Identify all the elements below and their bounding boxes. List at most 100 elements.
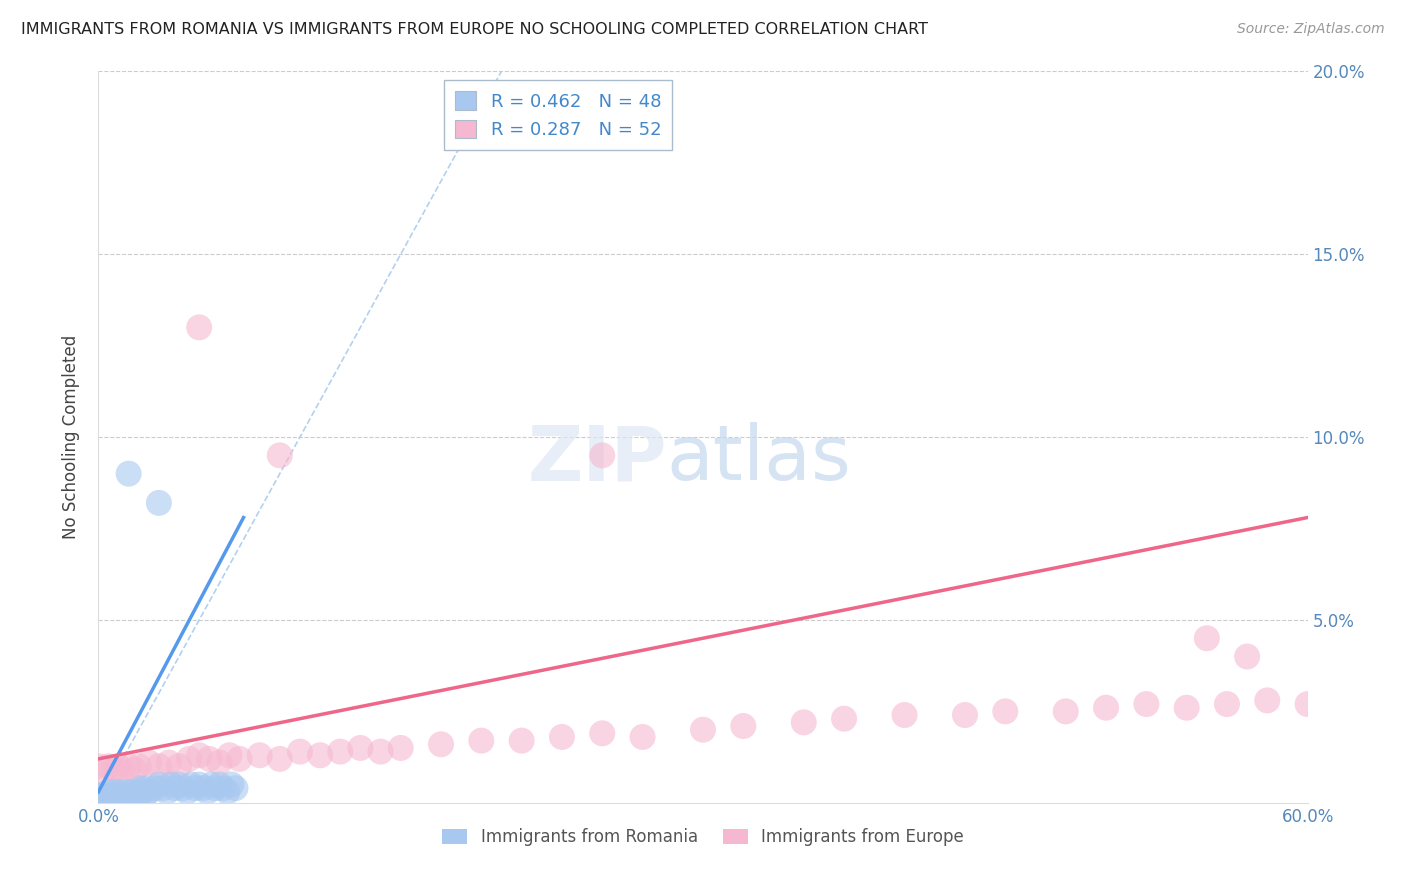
Point [430, 737, 453, 751]
Point [953, 708, 976, 723]
Point [148, 778, 170, 792]
Point [221, 778, 243, 792]
Point [269, 448, 291, 462]
Point [208, 778, 231, 792]
Point [793, 715, 815, 730]
Point [1195, 632, 1218, 646]
Point [832, 712, 855, 726]
Point [551, 730, 574, 744]
Text: Source: ZipAtlas.com: Source: ZipAtlas.com [1237, 22, 1385, 37]
Point [510, 733, 533, 747]
Point [1175, 700, 1198, 714]
Legend: Immigrants from Romania, Immigrants from Europe: Immigrants from Romania, Immigrants from… [436, 822, 970, 853]
Point [389, 740, 412, 755]
Point [163, 781, 186, 796]
Point [208, 756, 231, 770]
Point [692, 723, 714, 737]
Point [224, 781, 246, 796]
Point [132, 785, 155, 799]
Point [115, 785, 138, 799]
Point [1216, 697, 1239, 711]
Point [107, 759, 129, 773]
Point [91, 766, 114, 780]
Point [134, 789, 156, 803]
Point [188, 320, 211, 334]
Point [152, 781, 174, 796]
Text: atlas: atlas [666, 422, 852, 496]
Point [114, 792, 136, 806]
Point [167, 778, 190, 792]
Point [120, 792, 142, 806]
Point [370, 745, 392, 759]
Point [172, 781, 194, 796]
Point [148, 759, 170, 773]
Point [200, 778, 222, 792]
Point [128, 759, 150, 773]
Point [329, 745, 352, 759]
Point [733, 719, 755, 733]
Point [212, 781, 235, 796]
Point [91, 792, 114, 806]
Point [249, 748, 271, 763]
Point [188, 778, 211, 792]
Point [204, 781, 226, 796]
Point [218, 748, 240, 763]
Point [118, 759, 141, 773]
Point [160, 778, 183, 792]
Point [97, 785, 120, 799]
Point [631, 730, 654, 744]
Point [994, 705, 1017, 719]
Point [1135, 697, 1157, 711]
Point [121, 785, 143, 799]
Point [107, 789, 129, 803]
Point [87, 759, 110, 773]
Point [217, 785, 239, 799]
Point [87, 789, 110, 803]
Point [111, 763, 134, 777]
Point [157, 756, 180, 770]
Point [118, 467, 141, 481]
Point [349, 740, 371, 755]
Y-axis label: No Schooling Completed: No Schooling Completed [62, 335, 80, 539]
Point [156, 785, 179, 799]
Point [93, 789, 115, 803]
Point [128, 785, 150, 799]
Point [138, 756, 160, 770]
Point [101, 789, 124, 803]
Point [111, 789, 134, 803]
Point [96, 792, 118, 806]
Point [124, 789, 146, 803]
Point [193, 781, 215, 796]
Point [138, 785, 160, 799]
Text: ZIP: ZIP [527, 422, 666, 496]
Point [124, 763, 146, 777]
Point [110, 785, 132, 799]
Point [1256, 693, 1278, 707]
Point [470, 733, 492, 747]
Point [143, 781, 166, 796]
Point [148, 496, 170, 510]
Text: IMMIGRANTS FROM ROMANIA VS IMMIGRANTS FROM EUROPE NO SCHOOLING COMPLETED CORRELA: IMMIGRANTS FROM ROMANIA VS IMMIGRANTS FR… [21, 22, 928, 37]
Point [269, 752, 291, 766]
Point [176, 785, 198, 799]
Point [591, 726, 613, 740]
Point [97, 759, 120, 773]
Point [309, 748, 332, 763]
Point [288, 745, 311, 759]
Point [893, 708, 915, 723]
Point [125, 792, 148, 806]
Point [103, 763, 125, 777]
Point [1236, 649, 1258, 664]
Point [118, 789, 141, 803]
Point [100, 792, 122, 806]
Point [180, 778, 202, 792]
Point [188, 748, 211, 763]
Point [228, 752, 250, 766]
Point [179, 752, 201, 766]
Point [103, 785, 125, 799]
Point [591, 448, 613, 462]
Point [105, 792, 128, 806]
Point [129, 781, 152, 796]
Point [135, 781, 157, 796]
Point [1095, 700, 1118, 714]
